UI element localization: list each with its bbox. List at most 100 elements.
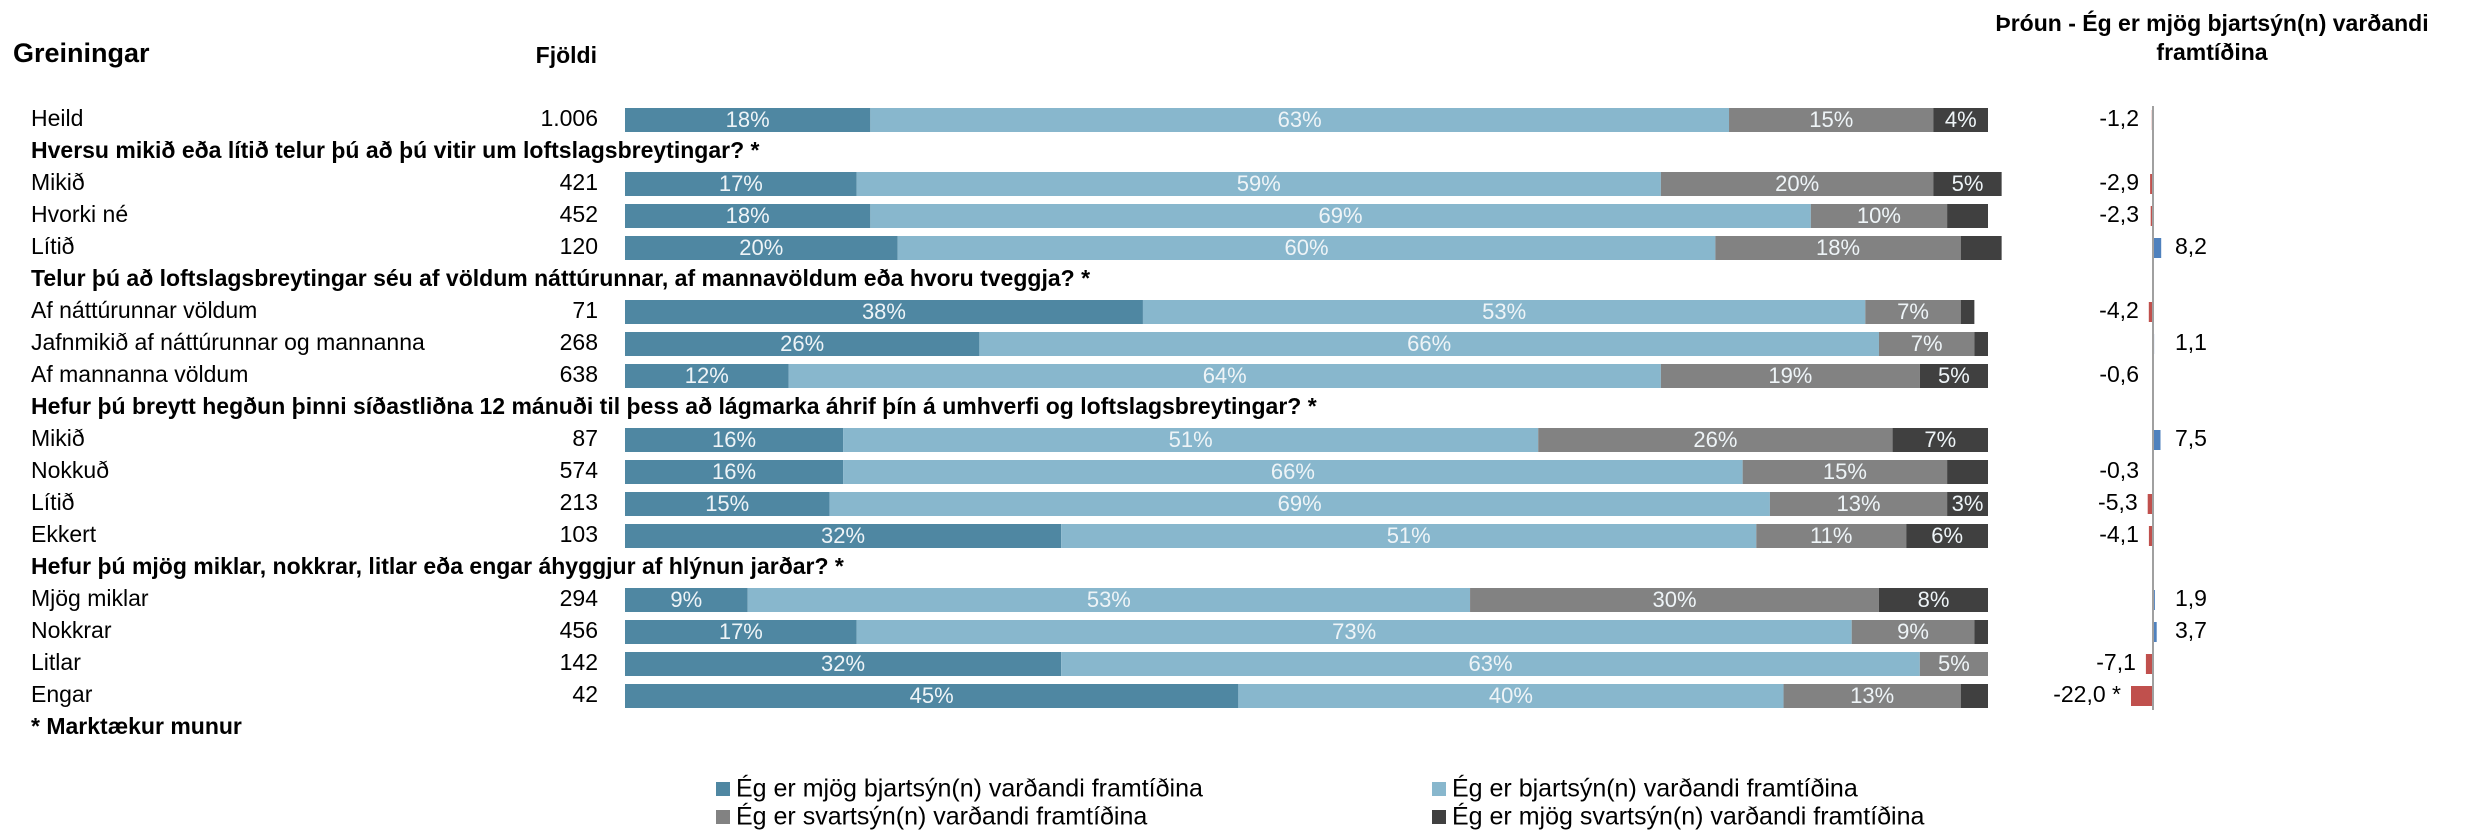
bar-segment (870, 108, 1730, 132)
segment-label: 18% (726, 203, 770, 228)
count-label: 574 (560, 457, 599, 483)
bar-segment (1851, 620, 1975, 644)
segment-label: 16% (712, 427, 756, 452)
bar-segment (1865, 300, 1961, 324)
trend-label: 7,5 (2175, 425, 2207, 451)
segment-label: 13% (1850, 683, 1894, 708)
bar-segment (1729, 108, 1934, 132)
bar-segment (625, 108, 871, 132)
segment-label: 45% (910, 683, 954, 708)
segment-label: 66% (1407, 331, 1451, 356)
bar-segment (625, 684, 1239, 708)
row-label: Lítið (31, 489, 74, 515)
bar-segment (625, 172, 857, 196)
bar-segment (625, 652, 1062, 676)
segment-label: 20% (739, 235, 783, 260)
count-label: 103 (560, 521, 598, 547)
bar-segment (625, 524, 1062, 548)
bar-segment (1470, 588, 1879, 612)
row-label: Mikið (31, 169, 85, 195)
bar-segment (1660, 172, 1934, 196)
legend-swatch (716, 810, 730, 824)
segment-label: 20% (1775, 171, 1819, 196)
count-label: 42 (572, 681, 598, 707)
section-heading: Telur þú að loftslagsbreytingar séu af v… (31, 265, 1090, 291)
section-heading: Hefur þú mjög miklar, nokkrar, litlar eð… (31, 553, 844, 579)
bar-segment (1878, 588, 1988, 612)
segment-label: 8% (1918, 587, 1950, 612)
trend-label: 1,1 (2175, 329, 2207, 355)
bar-segment (1974, 620, 1988, 644)
bar-segment (1947, 492, 1988, 516)
bar-segment (625, 620, 857, 644)
trend-label: -5,3 (2098, 489, 2138, 515)
bar-segment (1892, 428, 1988, 452)
segment-label: 26% (780, 331, 824, 356)
segment-label: 53% (1482, 299, 1526, 324)
trend-label: -22,0 * (2053, 681, 2121, 707)
count-label: 638 (560, 361, 598, 387)
count-label: 421 (560, 169, 598, 195)
bar-segment (870, 204, 1811, 228)
row-label: Af náttúrunnar völdum (31, 297, 257, 323)
bar-segment (1960, 684, 1988, 708)
count-label: 268 (560, 329, 598, 355)
legend-swatch (1432, 782, 1446, 796)
bar-segment (1933, 108, 1988, 132)
legend-label: Ég er mjög bjartsýn(n) varðandi framtíði… (736, 774, 1203, 803)
bar-segment (747, 588, 1471, 612)
segment-label: 32% (821, 523, 865, 548)
bar-segment (1660, 364, 1920, 388)
segment-label: 30% (1652, 587, 1696, 612)
segment-label: 69% (1278, 491, 1322, 516)
bar-segment (625, 236, 898, 260)
count-label: 456 (560, 617, 598, 643)
segment-label: 7% (1924, 427, 1956, 452)
trend-bar (2153, 622, 2157, 642)
bar-segment (1906, 524, 1988, 548)
row-label: Heild (31, 105, 83, 131)
bar-segment (829, 492, 1770, 516)
bar-segment (1810, 204, 1948, 228)
trend-label: -2,3 (2099, 201, 2139, 227)
segment-label: 26% (1693, 427, 1737, 452)
segment-label: 18% (726, 107, 770, 132)
row-label: Ekkert (31, 521, 97, 547)
bar-segment (1238, 684, 1784, 708)
segment-label: 16% (712, 459, 756, 484)
bar-segment (1919, 364, 1988, 388)
bar-segment (1742, 460, 1948, 484)
bar-segment (625, 460, 844, 484)
footnote: * Marktækur munur (31, 713, 242, 739)
count-label: 452 (560, 201, 598, 227)
trend-bar (2148, 526, 2153, 546)
trend-bar (2153, 430, 2161, 450)
bar-segment (1538, 428, 1893, 452)
trend-bar (2150, 174, 2153, 194)
trend-bar (2148, 302, 2153, 322)
bar-segment (1878, 332, 1975, 356)
bar-segment (625, 300, 1143, 324)
segment-label: 40% (1489, 683, 1533, 708)
count-label: 87 (572, 425, 598, 451)
segment-label: 63% (1468, 651, 1512, 676)
trend-label: 3,7 (2175, 617, 2207, 643)
segment-label: 9% (670, 587, 702, 612)
row-label: Nokkrar (31, 617, 112, 643)
trend-bar (2145, 654, 2153, 674)
legend-swatch (1432, 810, 1446, 824)
row-label: Lítið (31, 233, 74, 259)
segment-label: 64% (1203, 363, 1247, 388)
bar-segment (625, 204, 871, 228)
bar-segment (625, 364, 789, 388)
bar-segment (1142, 300, 1866, 324)
segment-label: 7% (1897, 299, 1929, 324)
segment-label: 15% (705, 491, 749, 516)
bar-segment (1933, 172, 2002, 196)
segment-label: 17% (719, 171, 763, 196)
segment-label: 5% (1938, 651, 1970, 676)
segment-label: 53% (1087, 587, 1131, 612)
bar-segment (625, 332, 980, 356)
bar-segment (979, 332, 1879, 356)
count-label: 1.006 (540, 105, 598, 131)
